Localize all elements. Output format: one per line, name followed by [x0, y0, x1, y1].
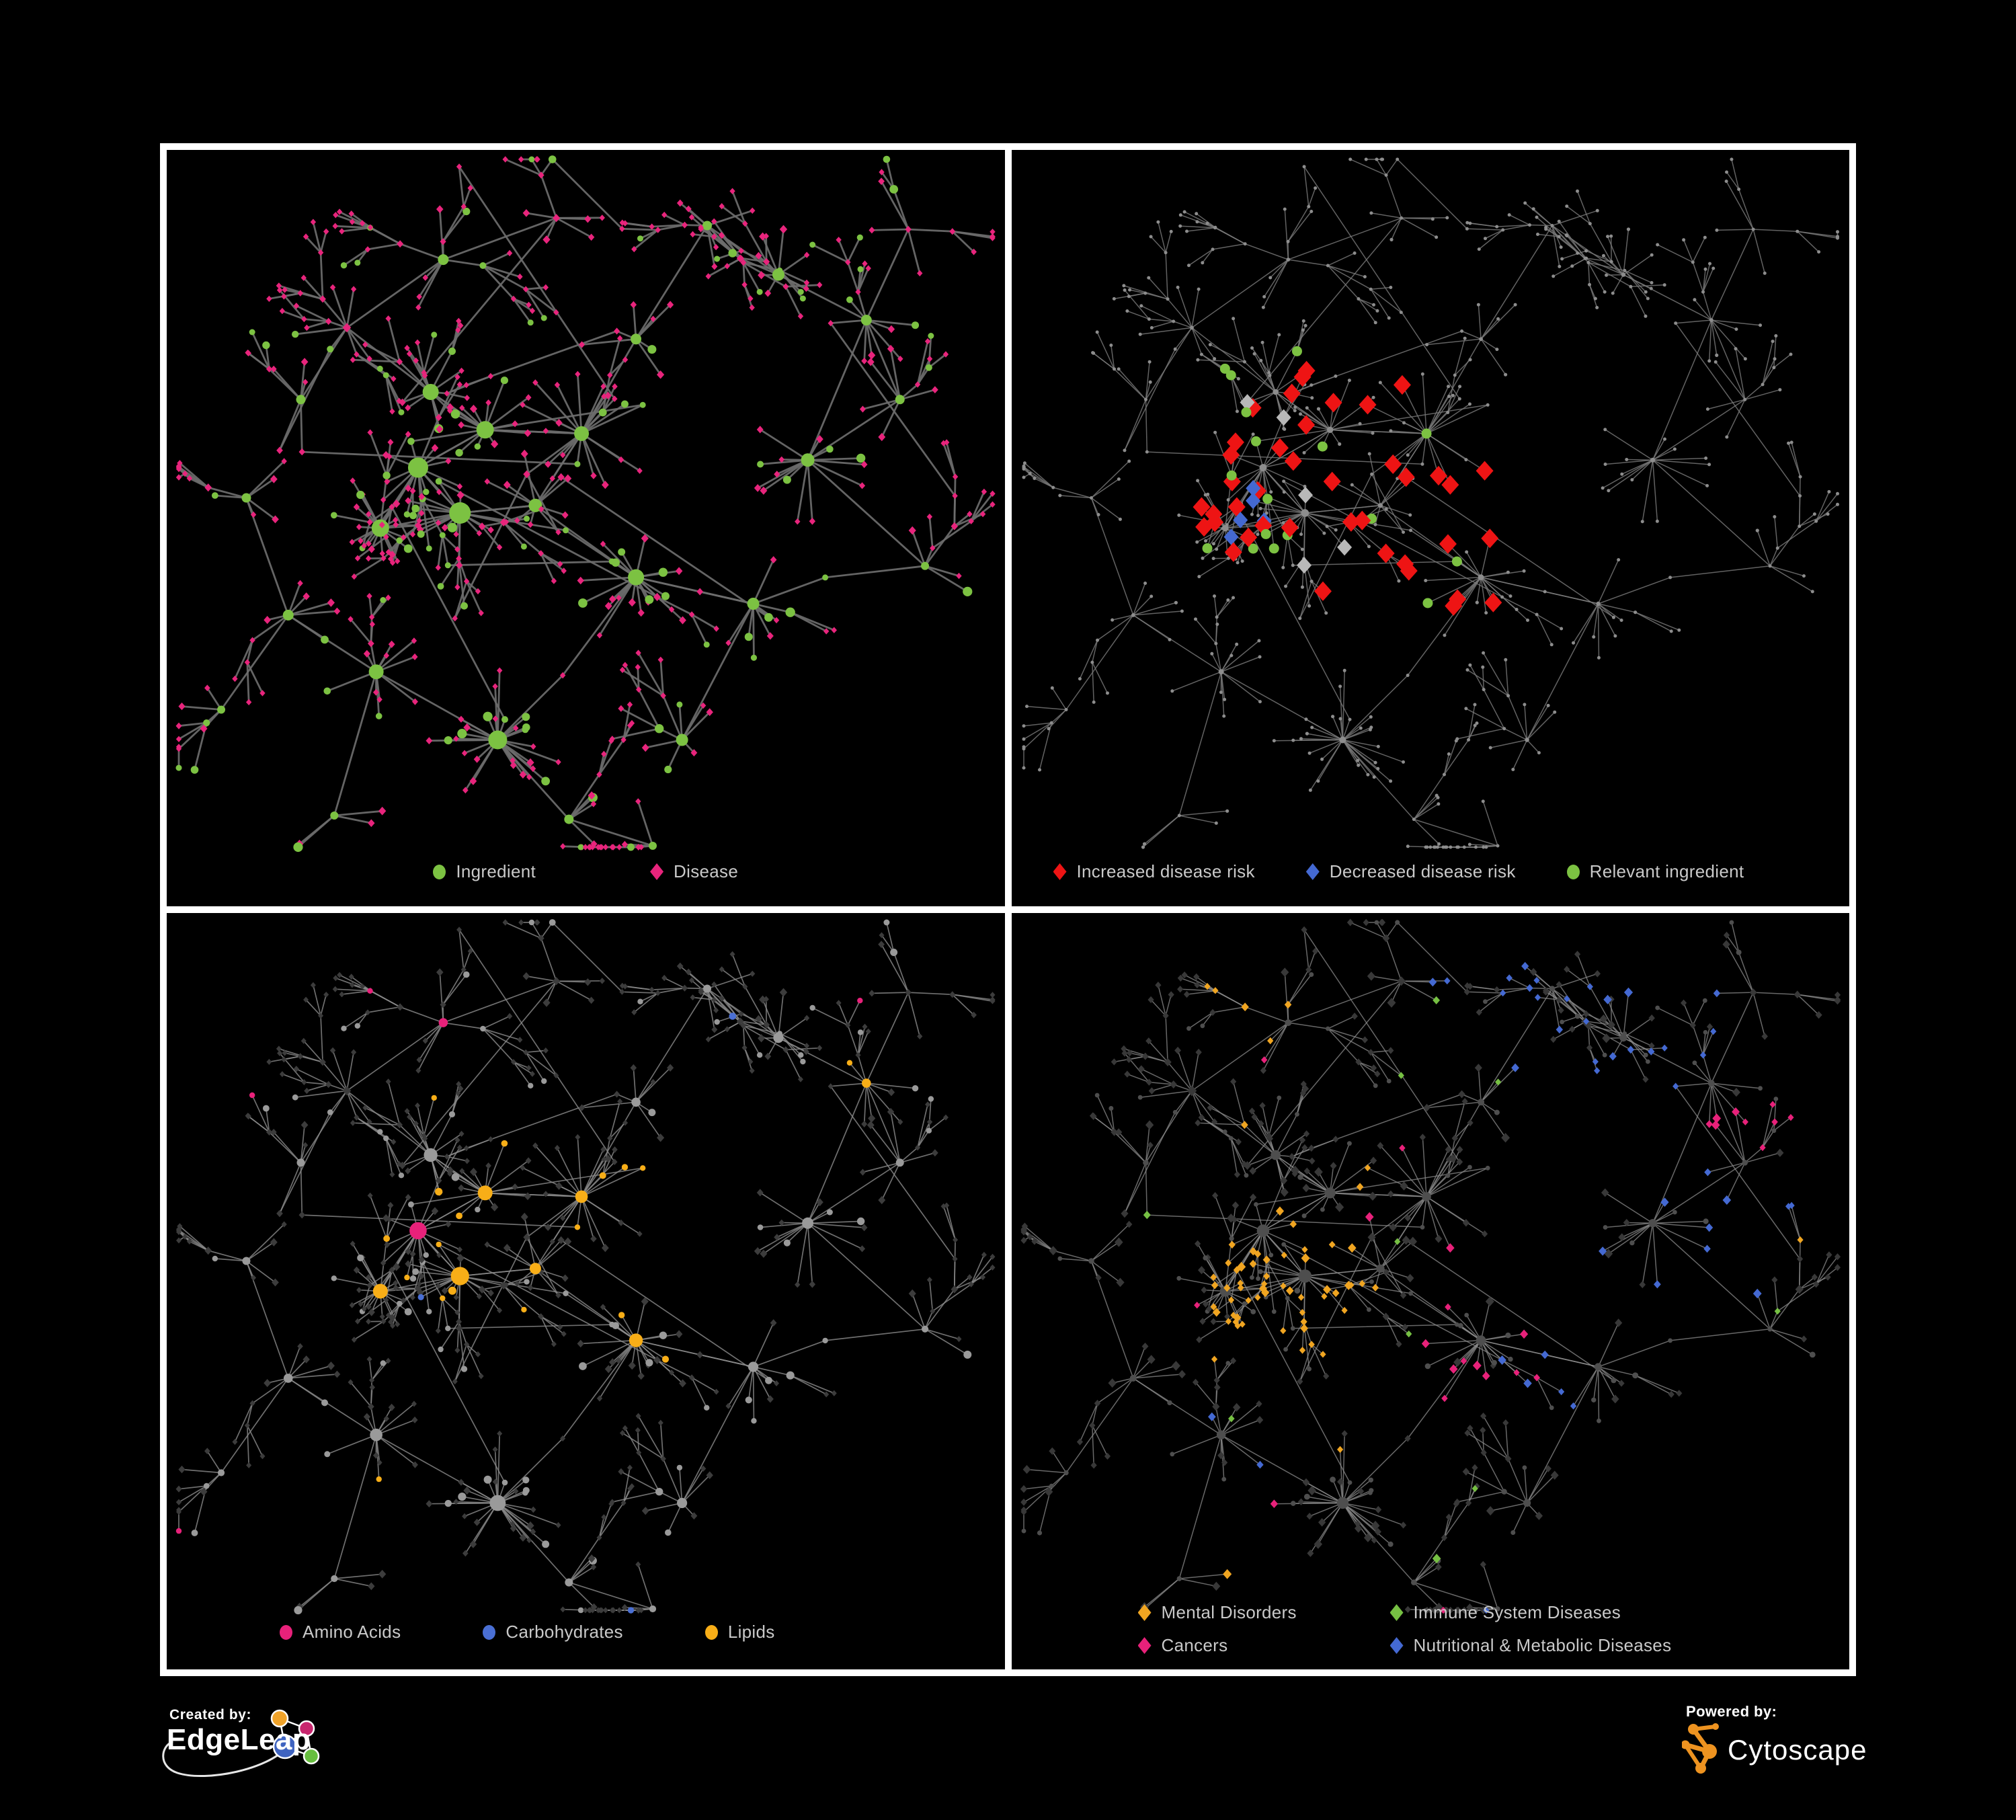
panel-ingredient-disease: Ingredient Disease [167, 150, 1005, 906]
legend-label: Ingredient [456, 861, 536, 881]
legend-label: Lipids [727, 1622, 775, 1642]
cytoscape-logo-icon [1682, 1723, 1719, 1774]
edgeleap-logo-icon [162, 1709, 320, 1778]
panel-nutrient-classes: Amino Acids Carbohydrates Lipids [167, 913, 1005, 1669]
legend-diamond-marker [650, 863, 664, 880]
cytoscape-wordmark: Cytoscape [1728, 1734, 1867, 1766]
created-by-label: Created by: [169, 1707, 252, 1723]
legend-label: Carbohydrates [506, 1622, 623, 1642]
legend-label: Cancers [1161, 1635, 1228, 1655]
legend-item: Amino Acids [280, 1622, 401, 1643]
legend-label: Increased disease risk [1076, 861, 1255, 881]
legend-label: Mental Disorders [1161, 1602, 1297, 1622]
legend-item: Disease [650, 861, 738, 882]
legend-circle-marker [280, 1624, 292, 1640]
edgeleap-node-pink [298, 1720, 315, 1737]
legend-disease-classes: Mental Disorders Immune System Diseases Ca… [1137, 1602, 1672, 1656]
legend-label: Immune System Diseases [1413, 1602, 1621, 1622]
edgeleap-node-orange [270, 1709, 289, 1728]
legend-circle-marker [483, 1624, 496, 1640]
legend-item: Decreased disease risk [1305, 861, 1516, 882]
legend-nutrient-classes: Amino Acids Carbohydrates Lipids [280, 1622, 775, 1643]
legend-disease-risk: Increased disease risk Decreased disease … [1053, 861, 1744, 882]
edgeleap-node-blue [272, 1734, 298, 1759]
edgeleap-wordmark: EdgeLeap [167, 1723, 311, 1756]
legend-item: Immune System Diseases [1389, 1602, 1672, 1623]
legend-item: Nutritional & Metabolic Diseases [1389, 1635, 1672, 1656]
legend-item: Lipids [704, 1622, 775, 1643]
edgeleap-credit: Created by: EdgeLeap [160, 1703, 395, 1814]
legend-label: Decreased disease risk [1329, 861, 1516, 881]
edgeleap-node-green [303, 1747, 320, 1765]
legend-circle-marker [704, 1624, 718, 1640]
legend-label: Disease [674, 861, 739, 881]
legend-item: Ingredient [433, 861, 536, 882]
panel-grid: Ingredient Disease Increased disease risk… [160, 143, 1856, 1676]
legend-item: Increased disease risk [1053, 861, 1255, 882]
legend-label: Nutritional & Metabolic Diseases [1413, 1635, 1672, 1655]
legend-diamond-marker [1137, 1637, 1152, 1654]
panel-disease-risk: Increased disease risk Decreased disease … [1011, 150, 1849, 906]
ingredient-disease-network [175, 155, 996, 853]
legend-circle-marker [1566, 864, 1580, 879]
legend-diamond-marker [1137, 1604, 1152, 1621]
legend-item: Relevant ingredient [1566, 861, 1744, 882]
disease-risk-network [1022, 157, 1839, 849]
legend-diamond-marker [1053, 863, 1067, 880]
legend-item: Carbohydrates [483, 1622, 623, 1643]
legend-circle-marker [433, 864, 446, 879]
legend-diamond-marker [1389, 1637, 1404, 1654]
cytoscape-credit: Powered by: Cytoscape [1682, 1703, 1884, 1817]
legend-item: Cancers [1137, 1635, 1390, 1656]
panel-disease-classes: Mental Disorders Immune System Diseases Ca… [1011, 913, 1849, 1669]
legend-label: Relevant ingredient [1589, 861, 1744, 881]
legend-item: Mental Disorders [1137, 1602, 1390, 1623]
legend-ingredient-disease: Ingredient Disease [167, 861, 1005, 882]
legend-label: Amino Acids [303, 1622, 401, 1642]
powered-by-label: Powered by: [1686, 1703, 1777, 1720]
nutrient-classes-network [175, 919, 996, 1615]
legend-diamond-marker [1305, 863, 1320, 880]
disease-classes-network [1020, 918, 1841, 1614]
legend-diamond-marker [1389, 1604, 1404, 1621]
